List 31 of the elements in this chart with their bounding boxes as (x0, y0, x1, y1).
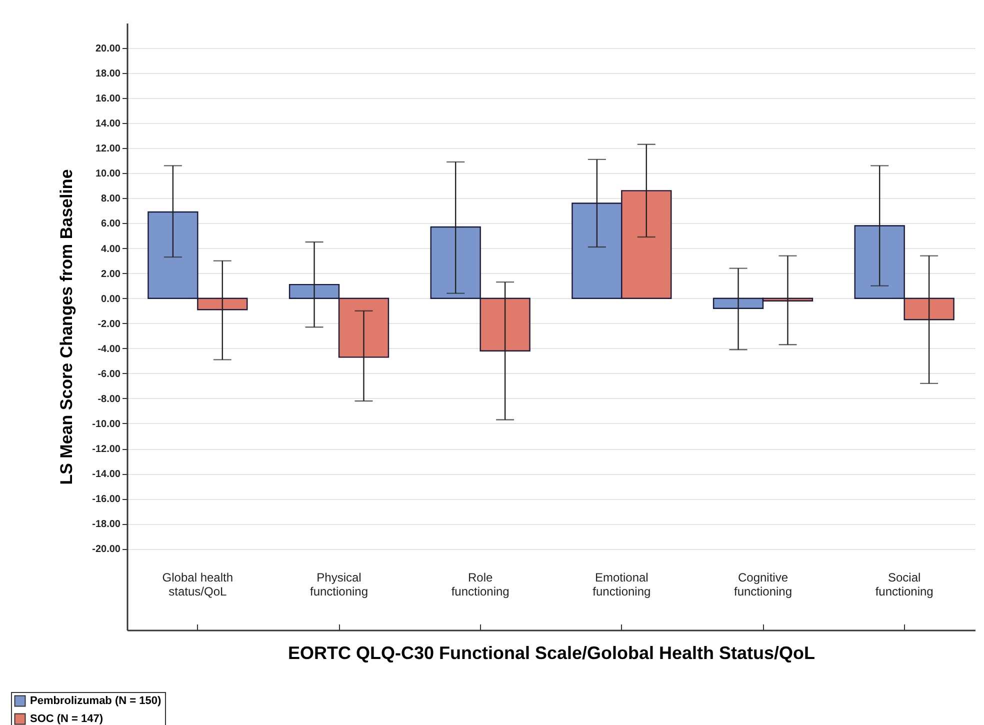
x-axis-title: EORTC QLQ-C30 Functional Scale/Golobal Health Status/QoL (288, 643, 816, 663)
x-tick-label: Physical functioning (310, 570, 368, 598)
y-tick-label: 4.00 (101, 244, 121, 255)
y-tick-label: -4.00 (98, 344, 121, 355)
y-tick-label: 0.00 (101, 294, 121, 305)
x-tick-label: Global health status/QoL (162, 570, 234, 598)
legend-label: SOC (N = 147) (30, 713, 104, 725)
y-tick-label: -20.00 (92, 544, 121, 556)
y-tick-label: -16.00 (92, 494, 121, 506)
y-tick-label: -14.00 (92, 469, 121, 480)
y-tick-label: 8.00 (101, 194, 121, 205)
y-tick-label: 10.00 (95, 168, 121, 180)
y-tick-label: 20.00 (95, 44, 121, 55)
y-tick-label: 6.00 (101, 218, 121, 230)
x-tick-label: Role functioning (451, 570, 510, 598)
y-tick-label: 18.00 (95, 68, 121, 80)
y-tick-label: 12.00 (95, 144, 121, 155)
y-tick-label: 14.00 (95, 118, 121, 130)
y-tick-label: -6.00 (98, 368, 121, 380)
y-tick-label: 16.00 (95, 94, 121, 105)
y-tick-label: -8.00 (98, 394, 121, 405)
y-tick-label: -18.00 (92, 519, 121, 530)
y-tick-label: -10.00 (92, 418, 121, 430)
x-tick-label: Emotional functioning (592, 570, 651, 598)
y-tick-label: -12.00 (92, 444, 121, 456)
y-axis-title: LS Mean Score Changes from Baseline (57, 169, 76, 485)
legend-label: Pembrolizumab (N = 150) (30, 695, 162, 707)
y-tick-label: 2.00 (101, 268, 121, 280)
x-tick-label: Cognitive functioning (734, 570, 792, 598)
y-tick-label: -2.00 (98, 318, 121, 330)
x-tick-label: Social functioning (875, 570, 934, 598)
